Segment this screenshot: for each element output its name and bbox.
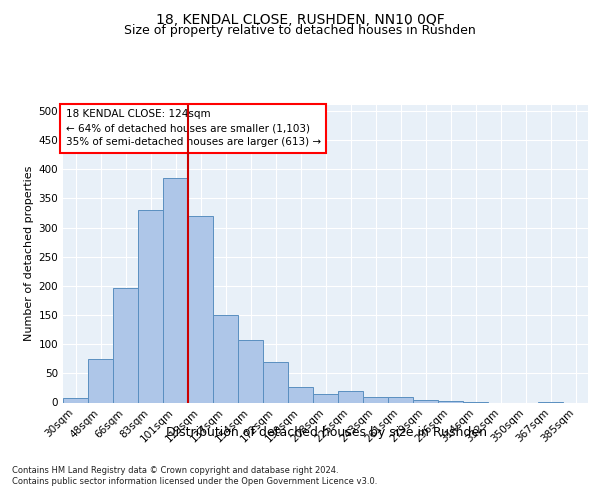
Bar — [163, 178, 188, 402]
Bar — [138, 210, 163, 402]
Y-axis label: Number of detached properties: Number of detached properties — [24, 166, 34, 342]
Bar — [388, 396, 413, 402]
Bar — [63, 398, 88, 402]
Bar — [263, 362, 288, 403]
Bar — [238, 340, 263, 402]
Text: Size of property relative to detached houses in Rushden: Size of property relative to detached ho… — [124, 24, 476, 37]
Text: Contains public sector information licensed under the Open Government Licence v3: Contains public sector information licen… — [12, 477, 377, 486]
Text: Distribution of detached houses by size in Rushden: Distribution of detached houses by size … — [167, 426, 487, 439]
Bar — [188, 216, 213, 402]
Bar — [413, 400, 438, 402]
Bar — [113, 288, 138, 403]
Text: Contains HM Land Registry data © Crown copyright and database right 2024.: Contains HM Land Registry data © Crown c… — [12, 466, 338, 475]
Text: 18 KENDAL CLOSE: 124sqm
← 64% of detached houses are smaller (1,103)
35% of semi: 18 KENDAL CLOSE: 124sqm ← 64% of detache… — [65, 110, 321, 148]
Bar — [363, 396, 388, 402]
Bar — [313, 394, 338, 402]
Bar — [213, 315, 238, 402]
Text: 18, KENDAL CLOSE, RUSHDEN, NN10 0QF: 18, KENDAL CLOSE, RUSHDEN, NN10 0QF — [155, 12, 445, 26]
Bar — [88, 359, 113, 403]
Bar — [288, 387, 313, 402]
Bar — [338, 391, 363, 402]
